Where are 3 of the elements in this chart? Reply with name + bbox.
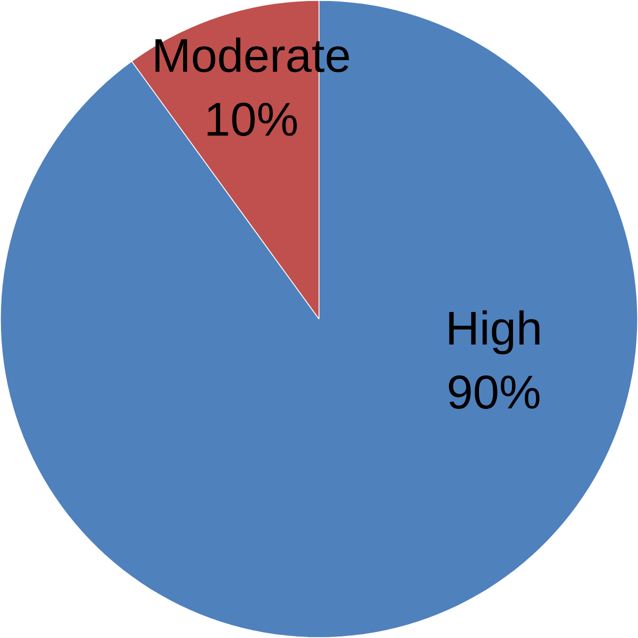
data-label: 10% — [208, 102, 297, 136]
slice-label: High — [449, 310, 540, 354]
data-label: 90% — [448, 375, 540, 409]
